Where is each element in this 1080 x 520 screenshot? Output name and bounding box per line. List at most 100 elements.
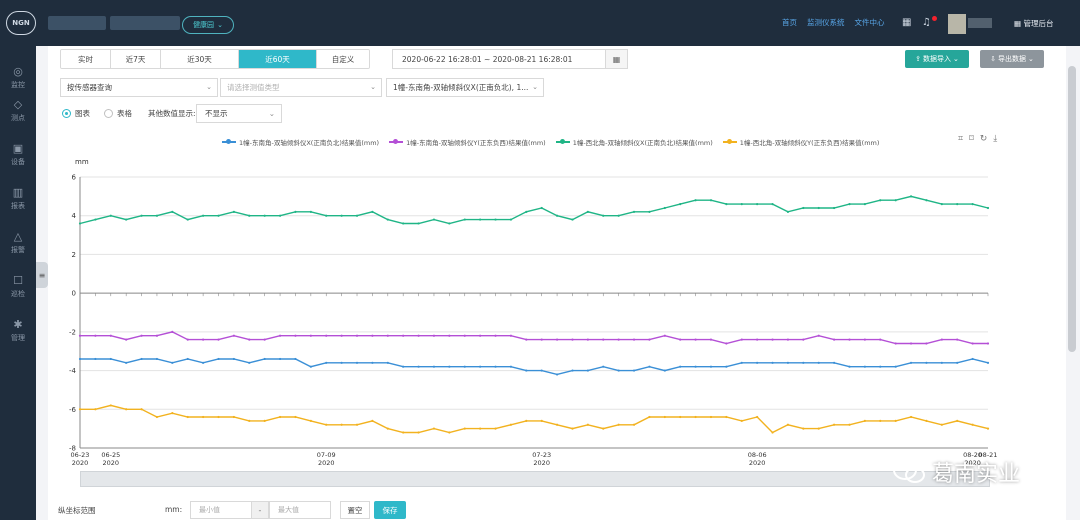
data-point [709, 365, 713, 368]
data-point [232, 334, 235, 337]
chart-view-label[interactable]: 图表 [75, 109, 90, 118]
nav-home[interactable]: 首页 [782, 18, 797, 27]
data-point [217, 338, 220, 341]
legend-swatch [722, 139, 737, 144]
data-point [632, 338, 636, 341]
value-type-select[interactable]: 请选择测值类型 ⌄ [220, 78, 382, 97]
data-point [725, 365, 728, 368]
sidebar-item-label: 设备 [11, 157, 25, 166]
data-point [909, 195, 913, 198]
x-tick-year: 2020 [72, 459, 89, 467]
data-point [602, 427, 605, 430]
legend-item[interactable]: 1幢-东南角-双轴倾斜仪X(正南负北)结果值(mm) [222, 137, 379, 147]
y-max-input[interactable]: 最大值 [269, 501, 331, 519]
legend-item[interactable]: 1幢-西北角-双轴倾斜仪X(正南负北)结果值(mm) [555, 137, 713, 147]
zoom-icon[interactable]: ⌗ [958, 134, 964, 144]
legend-item[interactable]: 1幢-东南角-双轴倾斜仪Y(正东负西)结果值(mm) [389, 137, 546, 147]
export-data-button[interactable]: ⇩ 导出数据 ⌄ [980, 50, 1044, 68]
query-mode-select[interactable]: 按传感器查询 ⌄ [60, 78, 218, 97]
series-line-1 [80, 358, 989, 376]
chart-view-radio[interactable] [62, 109, 71, 118]
nav-file-center[interactable]: 文件中心 [854, 18, 885, 27]
data-point [232, 210, 235, 213]
x-tick-label: 08-06 [748, 451, 767, 459]
tab-custom[interactable]: 自定义 [317, 50, 369, 68]
legend-item[interactable]: 1幢-西北角-双轴倾斜仪Y(正东负西)结果值(mm) [722, 137, 879, 147]
other-values-select[interactable]: 不显示 ⌄ [196, 104, 282, 123]
clear-button[interactable]: 置空 [340, 501, 370, 519]
tab-7-days[interactable]: 近7天 [111, 50, 161, 68]
refresh-icon[interactable]: ↻ [979, 134, 988, 144]
data-point [817, 427, 820, 430]
tab-30-days[interactable]: 近30天 [161, 50, 239, 68]
sidebar-item-points[interactable]: ◇ 测点 [0, 93, 36, 127]
chevron-down-icon: ⌄ [206, 83, 212, 91]
data-point [248, 338, 251, 341]
sidebar-item-devices[interactable]: ▣ 设备 [0, 137, 36, 171]
data-point [925, 361, 928, 364]
zoom-reset-icon[interactable]: ⌑ [969, 134, 974, 144]
data-zoom-slider[interactable] [80, 471, 990, 487]
table-view-radio[interactable] [104, 109, 113, 118]
data-point [709, 199, 713, 202]
download-icon[interactable]: ⤓ [993, 134, 998, 144]
data-point [817, 206, 820, 210]
calendar-icon[interactable]: ▦ [902, 17, 912, 28]
data-point [263, 357, 266, 361]
chevron-down-icon: ⌄ [532, 83, 538, 91]
chart-legend: 1幢-东南角-双轴倾斜仪X(正南负北)结果值(mm) 1幢-东南角-双轴倾斜仪Y… [222, 137, 879, 147]
data-point [479, 365, 482, 368]
sidebar-item-manage[interactable]: ✱ 管理 [0, 313, 36, 347]
data-point [756, 361, 759, 364]
import-data-button[interactable]: ⇪ 数据导入 ⌄ [905, 50, 969, 68]
data-point [663, 206, 666, 210]
data-point [679, 338, 682, 341]
data-point [78, 408, 82, 411]
x-tick-label: 08-21 [979, 451, 998, 459]
sensor-select[interactable]: 1幢-东南角-双轴倾斜仪X(正南负北), 1... ⌄ [386, 78, 544, 97]
data-point [756, 203, 759, 206]
nav-monitor-system[interactable]: 监测仪系统 [807, 18, 845, 27]
data-point [294, 357, 297, 361]
y-min-input[interactable]: 最小值 [190, 501, 252, 519]
data-point [679, 365, 682, 368]
data-point [232, 357, 235, 361]
data-point [648, 210, 651, 213]
table-view-label[interactable]: 表格 [117, 109, 132, 118]
data-point [740, 361, 743, 364]
data-point [386, 218, 389, 221]
data-point [863, 203, 866, 206]
data-point [202, 338, 205, 341]
data-point [463, 427, 466, 430]
admin-link[interactable]: ▦ 管理后台 [1014, 18, 1053, 29]
import-data-label: 数据导入 [923, 55, 951, 63]
save-button[interactable]: 保存 [374, 501, 406, 519]
data-point [402, 365, 405, 368]
calendar-icon[interactable]: ▦ [605, 50, 627, 68]
date-range-picker[interactable]: 2020-06-22 16:28:01 ~ 2020-08-21 16:28:0… [392, 49, 628, 69]
avatar[interactable] [948, 14, 966, 34]
data-point [432, 218, 436, 221]
data-point [202, 214, 205, 217]
data-point [540, 338, 543, 341]
tab-realtime[interactable]: 实时 [61, 50, 111, 68]
sidebar-item-monitor[interactable]: ◎ 监控 [0, 60, 36, 94]
data-point [186, 218, 189, 221]
bell-icon[interactable]: ♫ [922, 17, 931, 28]
sidebar-collapse-toggle[interactable]: ≡ [36, 262, 48, 288]
data-point [509, 423, 513, 426]
data-point [94, 408, 97, 411]
sidebar-item-inspection[interactable]: ☐ 巡检 [0, 269, 36, 303]
x-tick-year: 2020 [103, 459, 120, 467]
data-point [586, 210, 589, 213]
tab-60-days[interactable]: 近60天 [239, 50, 317, 68]
data-point [879, 419, 882, 422]
scrollbar[interactable] [1068, 66, 1076, 352]
y-range-label: 纵坐标范围 [58, 505, 96, 515]
project-select[interactable]: 健康园 ⌄ [182, 16, 234, 34]
app-logo[interactable]: NGN [6, 11, 36, 35]
sidebar-item-alarms[interactable]: △ 报警 [0, 225, 36, 259]
sidebar-item-reports[interactable]: ▥ 报表 [0, 181, 36, 215]
data-point [617, 369, 620, 372]
download-icon: ⇩ [990, 55, 996, 63]
